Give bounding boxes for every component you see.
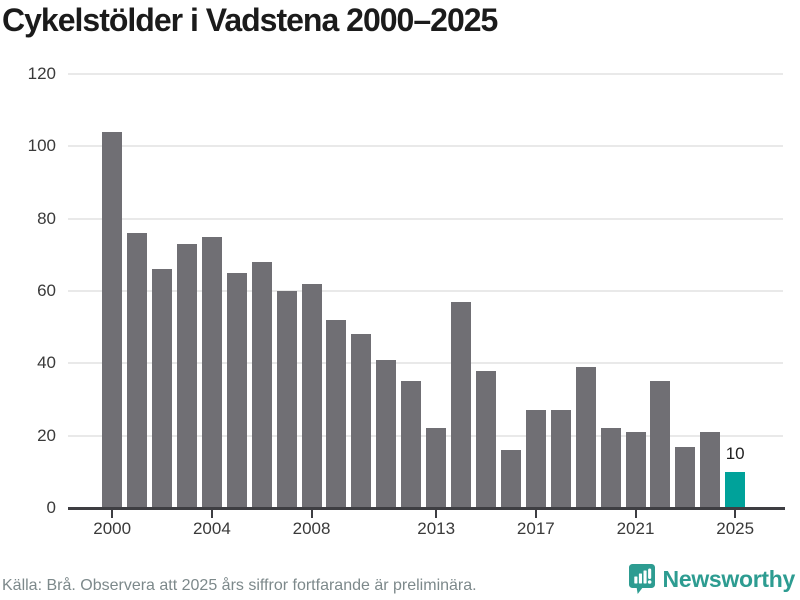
bar-2022[interactable] — [650, 381, 671, 508]
x-axis-label-2021: 2021 — [616, 519, 655, 538]
bar-2007[interactable] — [276, 291, 297, 508]
newsworthy-logo[interactable]: Newsworthy — [628, 563, 795, 595]
bar-2024[interactable] — [700, 432, 721, 508]
x-tick-2004 — [210, 509, 213, 518]
x-tick-2025 — [734, 509, 737, 518]
bar-2019[interactable] — [575, 366, 596, 508]
bar-2025[interactable] — [725, 471, 746, 508]
gridline-120 — [68, 73, 783, 75]
x-axis-label-2000: 2000 — [93, 519, 132, 538]
y-axis-label-100: 100 — [27, 136, 56, 156]
gridline-80 — [68, 217, 783, 220]
x-axis-label-2008: 2008 — [292, 519, 331, 538]
source-note: Källa: Brå. Observera att 2025 års siffr… — [2, 577, 477, 594]
x-tick-2017 — [534, 509, 537, 518]
bar-2006[interactable] — [251, 262, 272, 508]
bar-2002[interactable] — [152, 269, 173, 508]
y-axis-label-40: 40 — [37, 353, 56, 373]
bar-2018[interactable] — [550, 410, 571, 508]
bar-2004[interactable] — [201, 236, 222, 508]
y-axis-label-0: 0 — [46, 498, 56, 517]
gridline-40 — [68, 362, 783, 365]
x-tick-2013 — [435, 509, 438, 518]
newsworthy-icon — [628, 563, 656, 595]
bar-2021[interactable] — [625, 432, 646, 508]
bar-2000[interactable] — [102, 131, 123, 508]
bar-2012[interactable] — [401, 381, 422, 508]
x-axis-label-2017: 2017 — [516, 519, 555, 538]
gridline-100 — [68, 145, 783, 148]
bar-2015[interactable] — [476, 370, 496, 508]
bar-2008[interactable] — [301, 283, 322, 508]
gridline-20 — [68, 434, 783, 437]
y-axis-label-120: 120 — [27, 64, 56, 83]
x-axis-label-2004: 2004 — [192, 519, 231, 538]
x-tick-2021 — [634, 509, 637, 518]
bar-2011[interactable] — [376, 359, 397, 508]
chart-title: Cykelstölder i Vadstena 2000–2025 — [2, 2, 498, 38]
bar-2005[interactable] — [226, 272, 247, 508]
x-tick-2008 — [310, 509, 313, 518]
bar-2003[interactable] — [176, 243, 197, 508]
y-axis-label-20: 20 — [37, 425, 56, 445]
bar-2020[interactable] — [600, 428, 621, 508]
x-axis-line — [68, 506, 785, 510]
bar-2013[interactable] — [426, 428, 447, 508]
y-axis-label-60: 60 — [37, 281, 56, 300]
y-axis-label-80: 80 — [37, 208, 56, 228]
bar-2001[interactable] — [127, 233, 148, 508]
x-tick-2000 — [111, 509, 114, 518]
gridline-60 — [68, 290, 783, 292]
highlight-value-label: 10 — [725, 443, 745, 463]
bar-2023[interactable] — [675, 446, 696, 508]
newsworthy-wordmark: Newsworthy — [662, 565, 796, 592]
x-axis-label-2025: 2025 — [716, 519, 755, 538]
x-axis-label-2013: 2013 — [417, 519, 456, 538]
bar-2014[interactable] — [451, 301, 472, 508]
bar-2016[interactable] — [500, 450, 521, 508]
bar-2009[interactable] — [326, 319, 347, 508]
bar-2010[interactable] — [351, 334, 372, 508]
bar-2017[interactable] — [525, 410, 546, 508]
